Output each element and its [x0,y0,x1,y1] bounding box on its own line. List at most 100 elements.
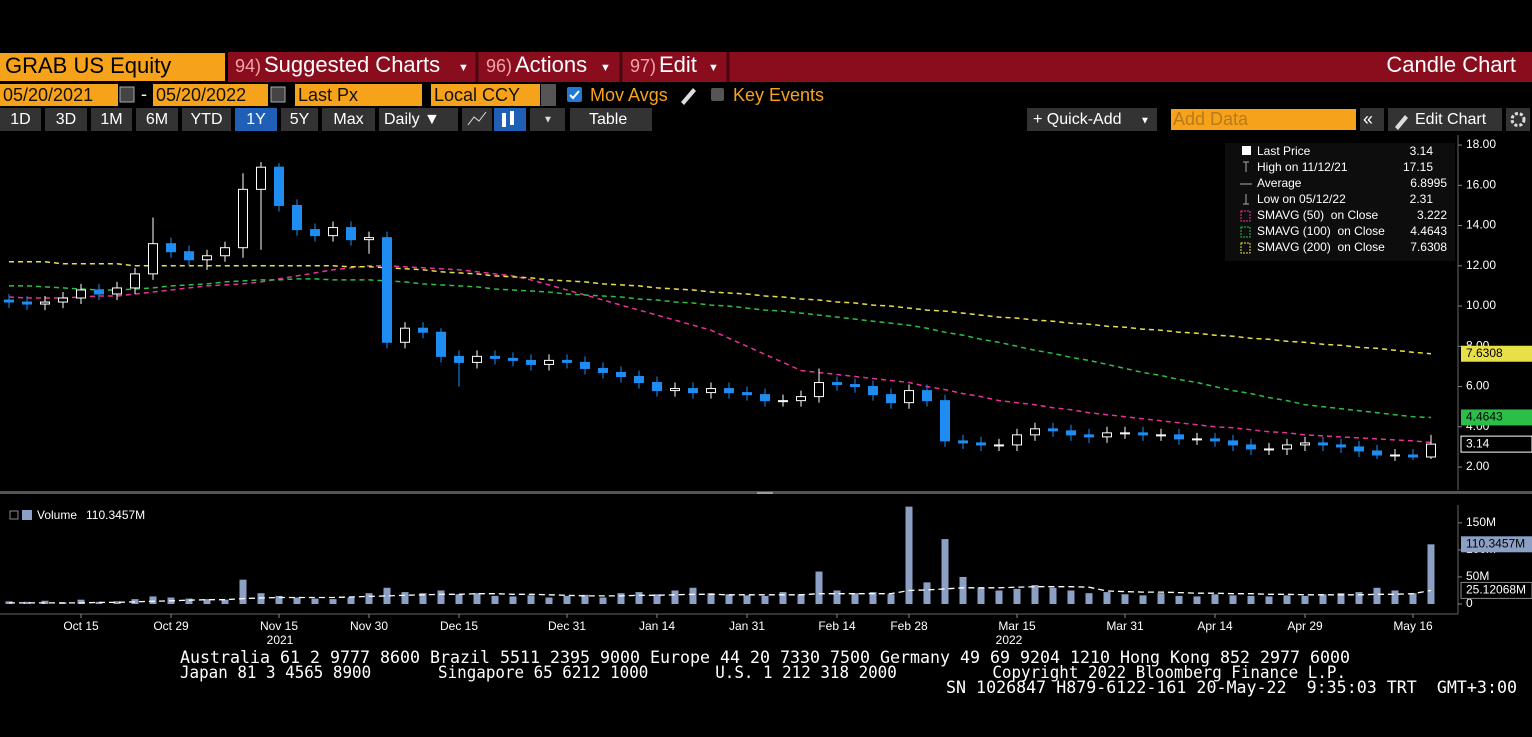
field-select[interactable] [295,84,422,106]
currency-select[interactable] [431,84,540,106]
candle-body [22,301,32,305]
candle-icon [502,111,514,127]
button[interactable] [1360,108,1384,131]
menu-key[interactable]: 97) [630,56,656,76]
period-label[interactable]: 5Y [290,111,310,128]
period-button[interactable] [91,108,132,131]
expand-icon[interactable] [9,510,19,520]
resize-handle[interactable] [757,492,773,494]
moving-average-line [9,278,1432,419]
pencil-icon[interactable] [681,88,696,105]
candle-body [238,188,248,249]
y-tick-label: 0 [1466,596,1473,610]
moving-average-line [8,265,1432,444]
candle-body [778,400,788,403]
volume-bar [1157,593,1165,604]
menu[interactable]: Actions [515,52,587,77]
menu[interactable]: Edit [659,52,697,77]
period-button[interactable] [281,108,318,131]
volume-bar [1319,594,1327,604]
volume-bar [1229,595,1237,604]
value-tag-label: 7.6308 [1466,346,1503,360]
date-field[interactable] [0,84,118,106]
candle-body [1282,444,1292,450]
collapse-icon[interactable]: « [1363,109,1373,129]
dropdown-icon[interactable]: ▼ [600,62,611,74]
calendar-icon[interactable] [270,86,286,103]
add-data-input[interactable] [1171,109,1356,130]
button[interactable] [1506,108,1530,131]
candle-body [1354,446,1364,452]
volume-bar [365,593,373,604]
button[interactable] [1388,108,1502,131]
footer-line: Japan 81 3 4565 8900 Singapore 65 6212 1… [180,663,1346,683]
period-button[interactable] [0,108,41,131]
edit-chart[interactable]: Edit Chart [1415,111,1487,128]
candle-body [400,327,410,343]
currency[interactable]: Local CCY [434,85,520,105]
period-button[interactable] [322,108,375,131]
candle-body [922,390,932,402]
volume-bar [977,587,985,604]
dropdown-icon[interactable]: ▼ [458,62,469,74]
key-events[interactable]: Key Events [733,85,824,105]
period-label[interactable]: 1M [100,111,122,128]
button[interactable] [530,108,565,131]
table-button[interactable]: Table [589,111,627,128]
y-tick-label: 16.00 [1466,177,1496,191]
period-button[interactable] [45,108,87,131]
end-date[interactable]: 05/20/2022 [156,85,246,105]
period-button[interactable] [182,108,231,131]
menu-key[interactable]: 96) [486,56,512,76]
period-label[interactable]: YTD [191,111,223,128]
button[interactable] [379,108,458,131]
period-label[interactable]: 1D [10,111,30,128]
period-button[interactable] [136,108,178,131]
candle-body [1426,443,1436,458]
date-field[interactable] [153,84,268,106]
candle-body [274,166,284,206]
add-data-placeholder[interactable]: Add Data [1173,109,1249,129]
button[interactable] [570,108,652,131]
quick-add[interactable]: + Quick-Add [1033,111,1121,128]
dropdown-icon[interactable]: ▼ [708,62,719,74]
y-tick-label: 150M [1466,515,1496,529]
candle-body [958,440,968,444]
candle-body [1066,430,1076,436]
button[interactable] [1027,108,1157,131]
candle-body [868,386,878,396]
volume-bar [761,595,769,604]
value-tag [1461,409,1532,426]
calendar-icon[interactable] [119,86,135,103]
start-date[interactable]: 05/20/2021 [3,85,93,105]
period-label[interactable]: 3D [56,111,76,128]
volume-bar [23,601,31,604]
candle-body [58,297,68,303]
volume-bar [1193,596,1201,604]
x-tick-label: Dec 31 [548,619,586,633]
dropdown-icon[interactable]: ▼ [543,115,553,126]
checkbox[interactable] [711,88,724,101]
period-button[interactable] [235,108,277,131]
period-label[interactable]: 1Y [246,111,266,128]
frequency[interactable]: Daily ▼ [384,111,440,128]
dropdown-icon[interactable]: ▼ [1140,116,1150,127]
menu-key[interactable]: 94) [235,56,261,76]
volume-bar [1175,595,1183,604]
volume-bar [1139,595,1147,604]
period-label[interactable]: Max [333,111,363,128]
volume-bar [419,593,427,604]
field[interactable]: Last Px [298,85,358,105]
volume-bar [725,594,733,604]
dropdown-button[interactable] [541,84,556,106]
checkbox-checked[interactable] [567,87,582,102]
legend-value: 17.15 [1403,160,1433,174]
menu[interactable]: Suggested Charts [264,52,440,77]
gear-icon[interactable] [1510,112,1526,127]
y-tick-label: 12.00 [1466,258,1496,272]
ticker[interactable]: GRAB US Equity [5,53,171,78]
period-label[interactable]: 6M [146,111,168,128]
mov-avgs[interactable]: Mov Avgs [590,85,668,105]
candle-body [454,355,464,363]
ticker-box[interactable] [0,53,225,81]
